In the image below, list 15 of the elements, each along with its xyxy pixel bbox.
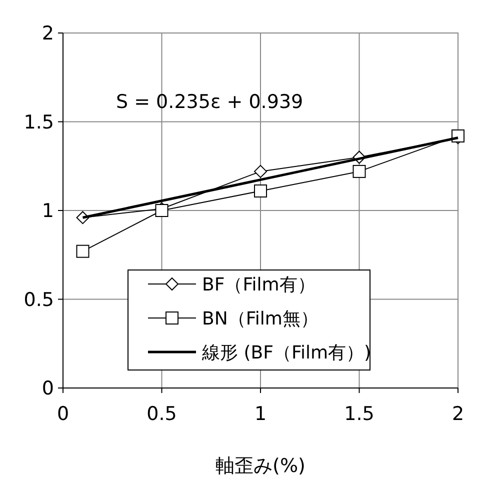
annotation: S = 0.235ε + 0.939: [116, 91, 304, 113]
x-tick-label: 1: [254, 403, 267, 425]
x-tick-label: 2: [452, 403, 464, 425]
x-tick-label: 0: [56, 403, 70, 425]
y-tick-label: 0: [42, 378, 54, 400]
y-tick-label: 0.5: [24, 288, 54, 311]
y-tick-label: 1.5: [24, 111, 54, 134]
x-tick-label: 0.5: [146, 403, 177, 425]
x-tick-label: 1.5: [344, 403, 374, 425]
x-axis-title: 軸歪み(%): [216, 455, 306, 477]
y-tick-label: 2: [42, 22, 54, 45]
legend-label: BF（Film有）: [202, 274, 316, 296]
legend-label: BN（Film無）: [202, 308, 318, 330]
y-tick-label: 1: [42, 200, 54, 222]
legend-label: 線形 (BF（Film有）): [201, 342, 372, 364]
